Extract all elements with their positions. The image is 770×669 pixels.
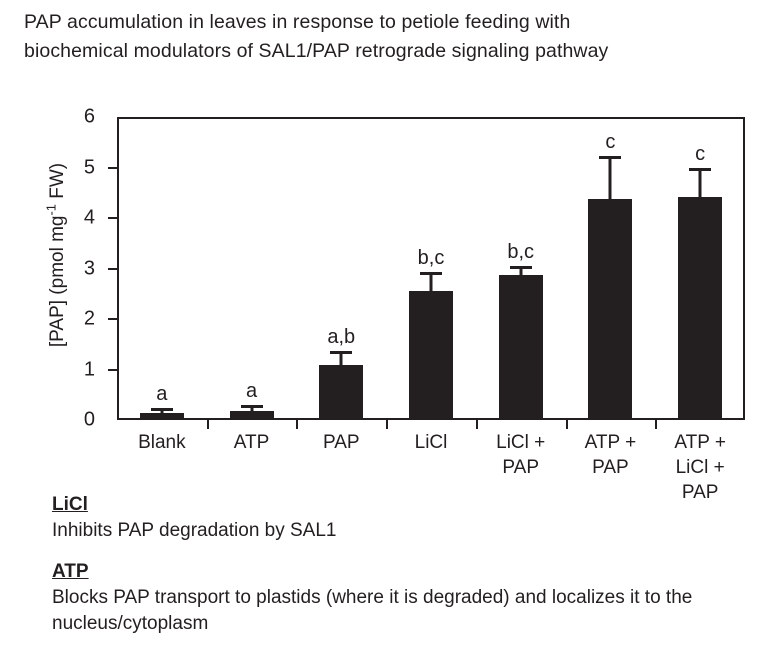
error-bar [250, 408, 254, 411]
y-tick-label: 1 [83, 358, 95, 380]
x-tick-mark [386, 420, 389, 429]
note-block: LiCl Inhibits PAP degradation by SAL1 [52, 492, 752, 544]
x-tick-mark [296, 420, 299, 429]
x-axis-ticks [117, 420, 745, 432]
figure-title-line-1: PAP accumulation in leaves in response t… [24, 11, 571, 33]
x-axis-category-label-line: PAP [502, 457, 539, 478]
error-bar-cap [150, 407, 173, 411]
y-tick-label: 5 [83, 156, 95, 178]
x-axis-category-label-line: Blank [138, 432, 186, 453]
bar-group: a,b [296, 117, 386, 420]
note-body: Inhibits PAP degradation by SAL1 [52, 520, 337, 541]
x-axis-category-label: ATP [207, 430, 297, 455]
significance-letter: a,b [327, 326, 356, 349]
x-tick-mark [655, 420, 658, 429]
x-axis-category-label: PAP [296, 430, 386, 455]
bar [229, 410, 274, 420]
y-tick-label: 4 [83, 206, 95, 229]
bar [319, 365, 364, 420]
x-tick-mark [206, 420, 209, 429]
bar-group: a [207, 117, 297, 420]
x-axis-labels: Blank ATP PAP LiCl LiCl + PAP ATP + PAP ATP + LiC… [117, 430, 745, 503]
y-tick-label: 2 [83, 307, 95, 330]
bar-group: b,c [386, 117, 476, 420]
bar [678, 196, 723, 420]
bar-group: a [117, 117, 207, 420]
significance-letter: c [695, 142, 706, 165]
significance-letter: c [605, 131, 616, 154]
bar [139, 413, 184, 420]
x-axis-category-label-line: LiCl + [496, 432, 546, 453]
x-axis-category-label-line: PAP [322, 432, 360, 453]
x-axis-category-label: ATP + LiCl + PAP [655, 430, 745, 505]
notes-section: LiCl Inhibits PAP degradation by SAL1 ATP B… [52, 492, 752, 652]
bar [498, 275, 543, 420]
y-tick-mark [108, 368, 117, 371]
y-axis: 0 1 2 3 4 5 6 [0, 92, 117, 445]
error-bar [339, 354, 343, 366]
significance-letter: a [245, 380, 258, 403]
error-bar [698, 170, 702, 197]
x-tick-mark [565, 420, 568, 429]
x-axis-category-label-line: PAP [681, 482, 719, 503]
error-bar [519, 269, 523, 276]
error-bar-cap [419, 272, 442, 276]
error-bar [160, 410, 164, 414]
x-axis-category-label-line: ATP + [584, 432, 637, 453]
bar [408, 291, 453, 420]
y-tick-mark [108, 318, 117, 320]
note-heading: ATP [52, 561, 89, 582]
error-bar [608, 159, 612, 199]
bar [588, 198, 633, 420]
error-bar-cap [599, 156, 622, 160]
bar-group: c [566, 117, 656, 420]
x-axis-category-label: Blank [117, 430, 207, 455]
significance-letter: a [156, 382, 168, 405]
x-axis-category-label-line: LiCl [414, 432, 448, 453]
y-tick-mark [108, 267, 117, 270]
significance-letter: b,c [417, 247, 445, 270]
error-bar-cap [240, 405, 263, 409]
error-bar-cap [330, 351, 353, 355]
error-bar [429, 275, 433, 292]
bar-group: b,c [476, 117, 566, 420]
y-tick-mark [108, 166, 117, 169]
x-axis-category-label-line: ATP [233, 432, 270, 453]
y-tick-mark [108, 217, 117, 219]
figure-title: PAP accumulation in leaves in response t… [24, 8, 754, 66]
note-block: ATP Blocks PAP transport to plastids (whe… [52, 559, 752, 637]
significance-letter: b,c [507, 241, 535, 264]
y-tick-label: 0 [83, 408, 95, 431]
x-axis-category-label: ATP + PAP [566, 430, 656, 480]
y-tick-label: 6 [83, 105, 95, 128]
bars-layer: a a a,b b,c b,c c c [117, 117, 745, 420]
note-body: Blocks PAP transport to plastids (where … [52, 587, 693, 634]
x-axis-category-label-line: ATP + [674, 432, 726, 453]
y-tick-label: 3 [83, 257, 95, 279]
x-axis-category-label-line: LiCl + [675, 457, 725, 478]
x-tick-mark [475, 420, 478, 429]
x-axis-category-label: LiCl [386, 430, 476, 455]
x-axis-category-label: LiCl + PAP [476, 430, 566, 480]
x-axis-category-label-line: PAP [592, 457, 629, 478]
figure-title-line-2: biochemical modulators of SAL1/PAP retro… [24, 40, 609, 62]
error-bar-cap [509, 266, 532, 270]
bar-group: c [655, 117, 745, 420]
note-heading: LiCl [52, 494, 88, 515]
error-bar-cap [689, 167, 712, 171]
